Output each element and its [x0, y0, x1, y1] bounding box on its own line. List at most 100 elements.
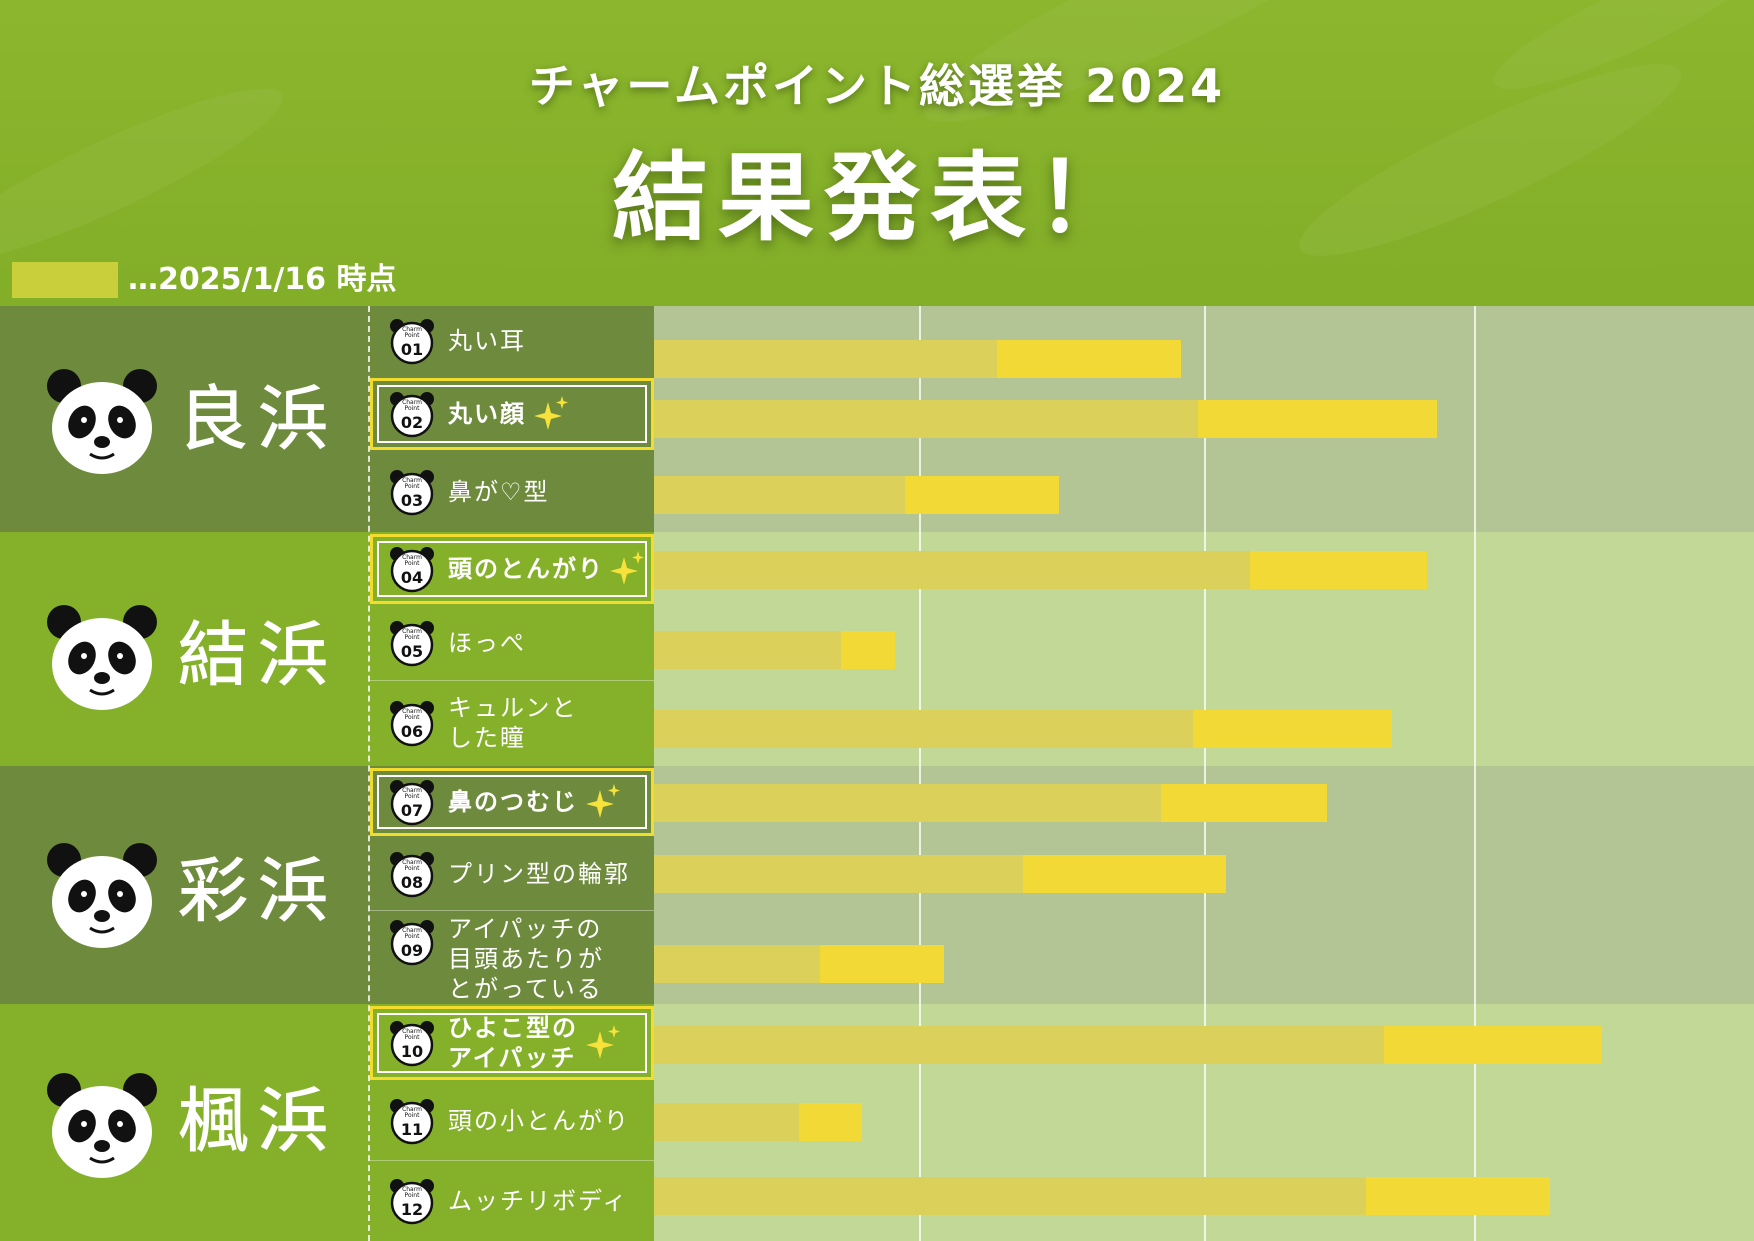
grid-line: [1204, 306, 1206, 1241]
highlight-frame: [370, 534, 654, 604]
badge-caption: Point: [405, 634, 421, 641]
bar-segment-earlier: [654, 551, 1250, 589]
charm-point-badge-icon: Charm Point 01: [388, 317, 436, 365]
badge-caption: Charm: [402, 477, 422, 484]
charm-point-label: 頭の小とんがり: [448, 1107, 630, 1135]
highlight-frame: [370, 378, 654, 450]
badge-caption: Point: [405, 483, 421, 490]
charm-point-item: Charm Point 05 ほっぺ: [370, 606, 654, 680]
badge-caption: Point: [405, 933, 421, 940]
row-separator: [370, 680, 654, 681]
charm-point-item: Charm Point 02 丸い顔: [370, 376, 654, 452]
bar-segment-earlier: [654, 1103, 799, 1141]
bar-segment-earlier: [654, 784, 1161, 822]
panda-face-icon: [44, 1068, 160, 1184]
charm-point-item: Charm Point 04 頭のとんがり: [370, 532, 654, 606]
badge-number: 12: [401, 1200, 423, 1219]
badge-number: 02: [401, 413, 423, 432]
badge-caption: Charm: [402, 399, 422, 406]
group-name: 楓浜: [178, 1080, 338, 1163]
bar-segment-latest: [820, 945, 944, 983]
bar-segment-latest: [1023, 855, 1226, 893]
highlight-frame: [370, 1006, 654, 1080]
charm-point-badge-icon: Charm Point 10: [388, 1019, 436, 1067]
charm-point-label: ほっぺ: [448, 629, 526, 657]
badge-caption: Charm: [402, 859, 422, 866]
charm-point-item: Charm Point 03 鼻が♡型: [370, 452, 654, 532]
charm-point-item: Charm Point 01 丸い耳: [370, 306, 654, 376]
group-name: 良浜: [178, 378, 338, 461]
highlight-frame: [370, 768, 654, 836]
bar-segment-earlier: [654, 1026, 1384, 1064]
charm-point-badge-icon: Charm Point 07: [388, 778, 436, 826]
group-name: 結浜: [178, 614, 338, 697]
sparkle-icon: [586, 1025, 622, 1061]
charm-point-item: Charm Point 08 プリン型の輪郭: [370, 838, 654, 910]
sparkle-icon: [610, 551, 646, 587]
badge-caption: Charm: [402, 326, 422, 333]
badge-caption: Point: [405, 714, 421, 721]
badge-number: 05: [401, 642, 423, 661]
sparkle-icon: [586, 784, 622, 820]
bar-segment-latest: [1250, 551, 1427, 589]
charm-point-label: 丸い顔: [448, 400, 526, 428]
badge-caption: Charm: [402, 708, 422, 715]
bar-segment-earlier: [654, 945, 820, 983]
panda-face-icon: [44, 364, 160, 480]
page-title: 結果発表！: [612, 142, 1142, 254]
bar-segment-earlier: [654, 400, 1198, 438]
bar-segment-earlier: [654, 855, 1023, 893]
badge-number: 03: [401, 491, 423, 510]
bar-segment-latest: [799, 1103, 862, 1141]
panda-face-icon: [44, 600, 160, 716]
charm-point-label: 丸い耳: [448, 327, 526, 355]
badge-caption: Point: [405, 1034, 421, 1041]
group-name: 彩浜: [178, 850, 338, 933]
charm-point-badge-icon: Charm Point 12: [388, 1177, 436, 1225]
bar-segment-earlier: [654, 631, 841, 669]
badge-caption: Point: [405, 405, 421, 412]
charm-point-label: ムッチリボディ: [448, 1187, 629, 1215]
charm-point-label: 頭のとんがり: [448, 555, 604, 583]
badge-number: 01: [401, 340, 423, 359]
charm-point-badge-icon: Charm Point 08: [388, 850, 436, 898]
charm-point-item: Charm Point 06 キュルンと した瞳: [370, 680, 654, 766]
badge-number: 06: [401, 722, 423, 741]
row-separator: [370, 1160, 654, 1161]
badge-caption: Point: [405, 332, 421, 339]
charm-point-badge-icon: Charm Point 02: [388, 390, 436, 438]
badge-caption: Charm: [402, 1186, 422, 1193]
charm-point-item: Charm Point 12 ムッチリボディ: [370, 1160, 654, 1241]
row-separator: [370, 910, 654, 911]
badge-number: 08: [401, 873, 423, 892]
badge-number: 10: [401, 1042, 423, 1061]
badge-caption: Point: [405, 793, 421, 800]
charm-point-badge-icon: Charm Point 05: [388, 619, 436, 667]
badge-caption: Charm: [402, 787, 422, 794]
bar-segment-earlier: [654, 340, 997, 378]
charm-point-label: ひよこ型の アイパッチ: [448, 1014, 578, 1072]
divider-line: [368, 306, 370, 1241]
badge-caption: Charm: [402, 628, 422, 635]
legend-label: …2025/1/16 時点: [128, 262, 397, 297]
charm-point-label: 鼻のつむじ: [448, 788, 578, 816]
header: チャームポイント総選挙 2024 結果発表！: [0, 0, 1754, 306]
badge-caption: Point: [405, 1112, 421, 1119]
bar-segment-latest: [1384, 1026, 1602, 1064]
bar-segment-latest: [997, 340, 1181, 378]
bar-segment-earlier: [654, 710, 1193, 748]
charm-point-badge-icon: Charm Point 09: [388, 918, 436, 966]
badge-number: 04: [401, 568, 423, 587]
badge-caption: Point: [405, 865, 421, 872]
bar-segment-latest: [1366, 1177, 1550, 1215]
page-subtitle: チャームポイント総選挙 2024: [528, 59, 1226, 113]
bar-segment-latest: [841, 631, 895, 669]
badge-caption: Charm: [402, 927, 422, 934]
badge-caption: Point: [405, 560, 421, 567]
bar-segment-latest: [905, 476, 1059, 514]
bar-segment-latest: [1198, 400, 1437, 438]
badge-caption: Charm: [402, 1028, 422, 1035]
charm-point-badge-icon: Charm Point 11: [388, 1097, 436, 1145]
grid-line: [919, 306, 921, 1241]
bar-segment-latest: [1161, 784, 1327, 822]
